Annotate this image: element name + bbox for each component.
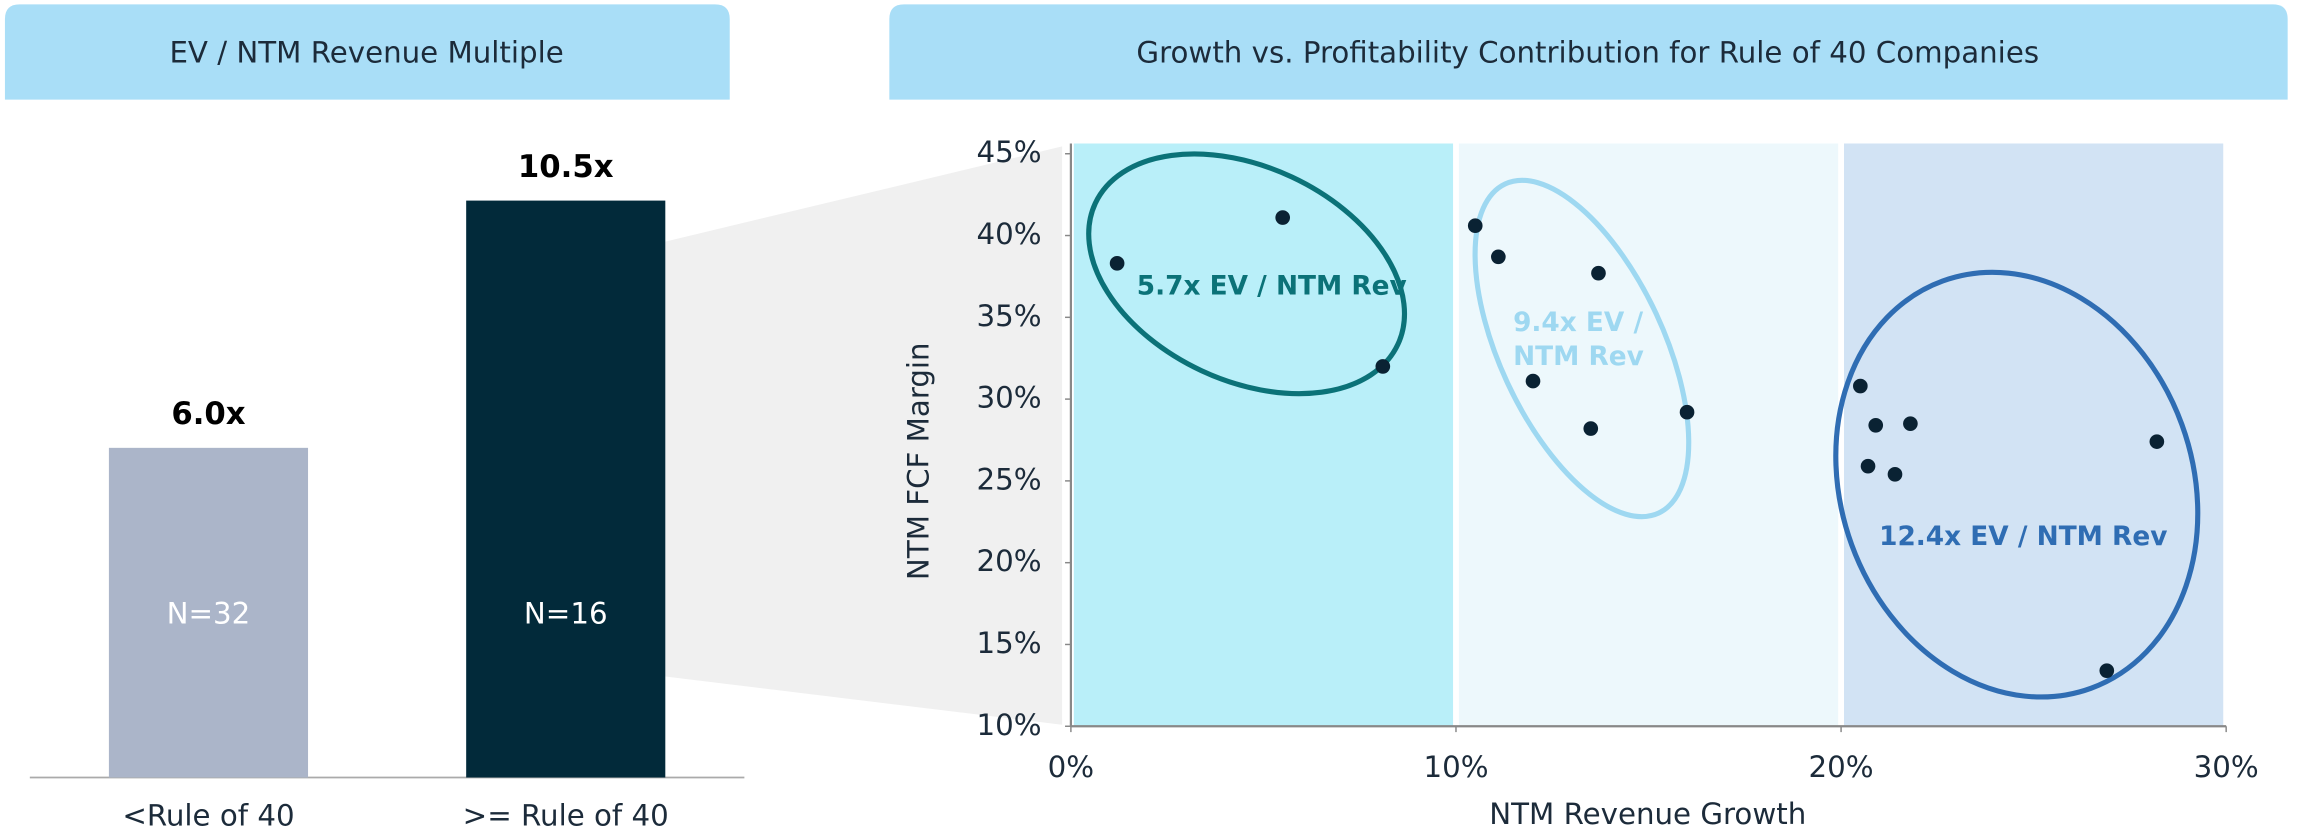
x-tick-label: 0% [1048, 750, 1094, 784]
point [1860, 458, 1876, 474]
header-box [889, 4, 2288, 100]
y-tick-label: 20% [977, 544, 1042, 578]
point [1583, 421, 1599, 436]
cluster-label: 9.4x EV / [1513, 308, 1643, 338]
y-axis-label: NTM FCF Margin [902, 342, 936, 580]
point [2149, 434, 2165, 449]
point [1375, 359, 1391, 374]
cluster-ellipse [1833, 269, 2201, 700]
y-tick-label: 35% [977, 299, 1042, 333]
y-tick-label: 30% [977, 381, 1042, 415]
point [1467, 218, 1483, 234]
region-band [1844, 143, 2224, 727]
point [1275, 210, 1291, 225]
bar-annotation: N=32 [167, 596, 251, 630]
x-tick-label: <Rule of 40 [122, 799, 294, 833]
y-tick-label: 25% [977, 462, 1042, 496]
point [1591, 265, 1606, 281]
x-tick-label: 30% [2194, 750, 2259, 784]
point [1887, 467, 1903, 482]
x-tick-label: >= Rule of 40 [463, 799, 669, 833]
cluster-ellipse [1086, 151, 1408, 397]
region-band [1458, 143, 1839, 727]
y-tick-label: 15% [977, 626, 1042, 660]
point [1679, 404, 1695, 420]
bar-annotation: N=16 [524, 596, 608, 630]
x-tick-label: 20% [1809, 750, 1874, 784]
y-tick-label: 10% [977, 708, 1042, 742]
x-tick-label: 10% [1423, 750, 1488, 784]
point [2099, 663, 2115, 678]
point [1868, 417, 1884, 433]
connector [665, 146, 1063, 725]
value-label: 6.0x [171, 396, 245, 432]
cluster-label: 5.7x EV / NTM Rev [1137, 271, 1407, 301]
cluster-label: NTM Rev [1513, 342, 1644, 372]
point [1853, 378, 1868, 394]
x-axis-label: NTM Revenue Growth [1489, 797, 1806, 831]
point [1109, 256, 1125, 271]
bar [108, 447, 309, 778]
chart-title: Growth vs. Profitability Contribution fo… [1136, 36, 2039, 70]
header-box [4, 4, 730, 100]
y-tick-label: 40% [977, 217, 1042, 251]
point [1525, 373, 1541, 389]
cluster-label: 12.4x EV / NTM Rev [1879, 522, 2167, 552]
bar [466, 200, 666, 778]
point [1903, 416, 1918, 431]
region-band [1073, 143, 1454, 727]
cluster-ellipse [1472, 177, 1692, 520]
point [1491, 249, 1506, 265]
value-label: 10.5x [518, 149, 614, 185]
chart-title: EV / NTM Revenue Multiple [169, 36, 563, 70]
y-tick-label: 45% [977, 135, 1042, 169]
